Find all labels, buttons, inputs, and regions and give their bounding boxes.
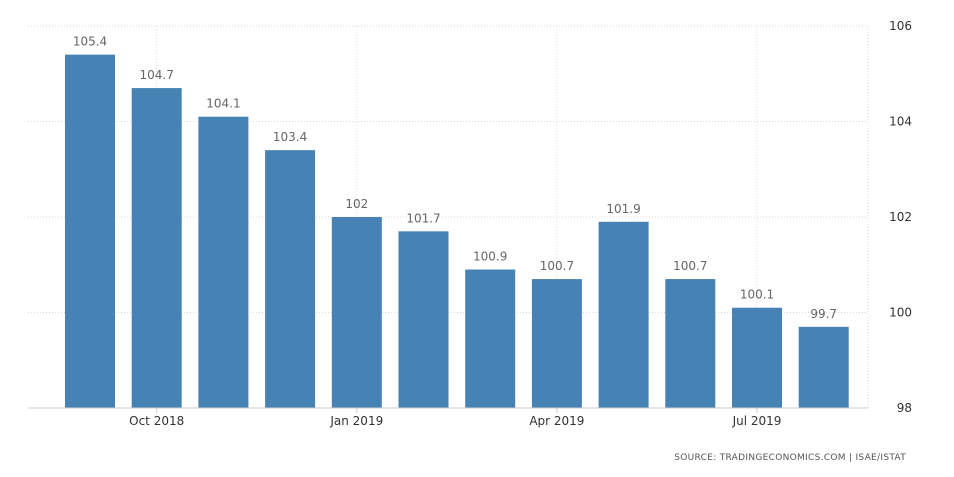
x-tick-label: Jan 2019 xyxy=(329,414,383,428)
x-tick-label: Oct 2018 xyxy=(129,414,184,428)
bar xyxy=(598,221,649,408)
bar xyxy=(798,326,849,408)
bar xyxy=(465,269,516,408)
y-tick-label: 104 xyxy=(889,115,912,129)
bar xyxy=(398,231,449,408)
y-tick-label: 98 xyxy=(897,401,912,415)
data-label: 100.9 xyxy=(473,250,507,264)
data-label: 100.1 xyxy=(740,288,774,302)
y-tick-label: 102 xyxy=(889,210,912,224)
data-labels: 105.4 104.7 104.1 103.4 102 101.7 100.9 100.7 10… xyxy=(73,35,837,321)
bar xyxy=(665,279,716,408)
data-label: 100.7 xyxy=(673,259,707,273)
data-label: 104.7 xyxy=(140,68,174,82)
bar xyxy=(131,88,182,408)
y-tick-label: 100 xyxy=(889,306,912,320)
x-axis: Oct 2018 Jan 2019 Apr 2019 Jul 2019 xyxy=(28,407,868,428)
bar xyxy=(265,150,316,408)
source-note: SOURCE: TRADINGECONOMICS.COM | ISAE/ISTA… xyxy=(674,453,906,463)
x-tick-label: Jul 2019 xyxy=(732,414,782,428)
data-label: 101.9 xyxy=(606,202,640,216)
data-label: 99.7 xyxy=(810,307,837,321)
bar xyxy=(198,116,249,408)
bar xyxy=(531,279,582,408)
y-tick-label: 106 xyxy=(889,19,912,33)
x-tick-label: Apr 2019 xyxy=(529,414,584,428)
data-label: 103.4 xyxy=(273,130,307,144)
data-label: 101.7 xyxy=(406,211,440,225)
data-label: 100.7 xyxy=(540,259,574,273)
bars xyxy=(65,54,849,409)
data-label: 102 xyxy=(345,197,368,211)
bar xyxy=(331,217,382,408)
bar xyxy=(732,307,782,408)
bar xyxy=(65,54,115,409)
y-axis: 98 100 102 104 106 xyxy=(889,19,912,415)
data-label: 105.4 xyxy=(73,35,107,49)
data-label: 104.1 xyxy=(206,97,240,111)
